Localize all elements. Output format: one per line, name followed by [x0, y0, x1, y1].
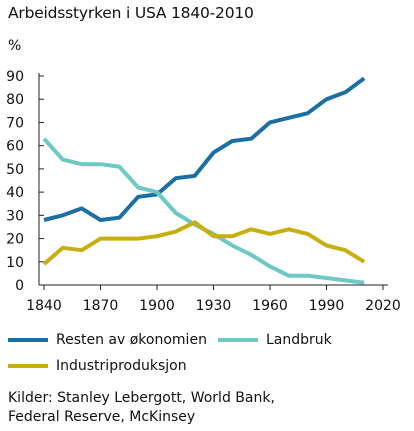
x-tick-label: 1840 [26, 298, 62, 314]
x-tick-label: 1960 [252, 298, 288, 314]
legend-item-resten: Resten av økonomien [8, 332, 207, 348]
y-tick-label: 20 [6, 232, 24, 248]
x-axis-ticks: 1840 1870 1900 1930 1960 1990 2020 [26, 285, 401, 314]
x-tick-label: 1990 [309, 298, 345, 314]
y-tick-label: 0 [15, 278, 24, 294]
legend-item-landbruk: Landbruk [218, 332, 332, 348]
legend-label-industri: Industriproduksjon [56, 358, 187, 374]
series-lines [42, 76, 366, 285]
y-tick-label: 10 [6, 255, 24, 271]
y-axis-ticks: 0 10 20 30 40 50 60 70 80 90 [6, 69, 44, 294]
legend-label-landbruk: Landbruk [266, 332, 332, 348]
legend-label-resten: Resten av økonomien [56, 332, 207, 348]
series-line-landbruk [42, 137, 365, 285]
y-axis-unit-label: % [8, 38, 21, 54]
y-tick-label: 30 [6, 208, 24, 224]
y-tick-label: 80 [6, 92, 24, 108]
legend-item-industri: Industriproduksjon [8, 358, 187, 374]
x-tick-label: 1870 [83, 298, 119, 314]
y-tick-label: 70 [6, 115, 24, 131]
x-tick-label: 1930 [196, 298, 232, 314]
y-tick-label: 60 [6, 139, 24, 155]
y-tick-label: 90 [6, 69, 24, 85]
y-tick-label: 40 [6, 185, 24, 201]
source-note: Kilder: Stanley Lebergott, World Bank, F… [8, 390, 275, 425]
legend-swatch-resten [8, 338, 48, 342]
legend-swatch-landbruk [218, 338, 258, 342]
x-tick-label: 2020 [365, 298, 401, 314]
legend-swatch-industri [8, 364, 48, 368]
series-line-industri [42, 220, 366, 266]
y-tick-label: 50 [6, 162, 24, 178]
series-line-resten [43, 76, 366, 222]
x-tick-label: 1900 [139, 298, 175, 314]
line-chart: % 0 10 20 30 40 50 60 70 80 90 1840 1870 1900 1930 19… [6, 38, 401, 314]
chart-title: Arbeidsstyrken i USA 1840-2010 [8, 4, 254, 22]
